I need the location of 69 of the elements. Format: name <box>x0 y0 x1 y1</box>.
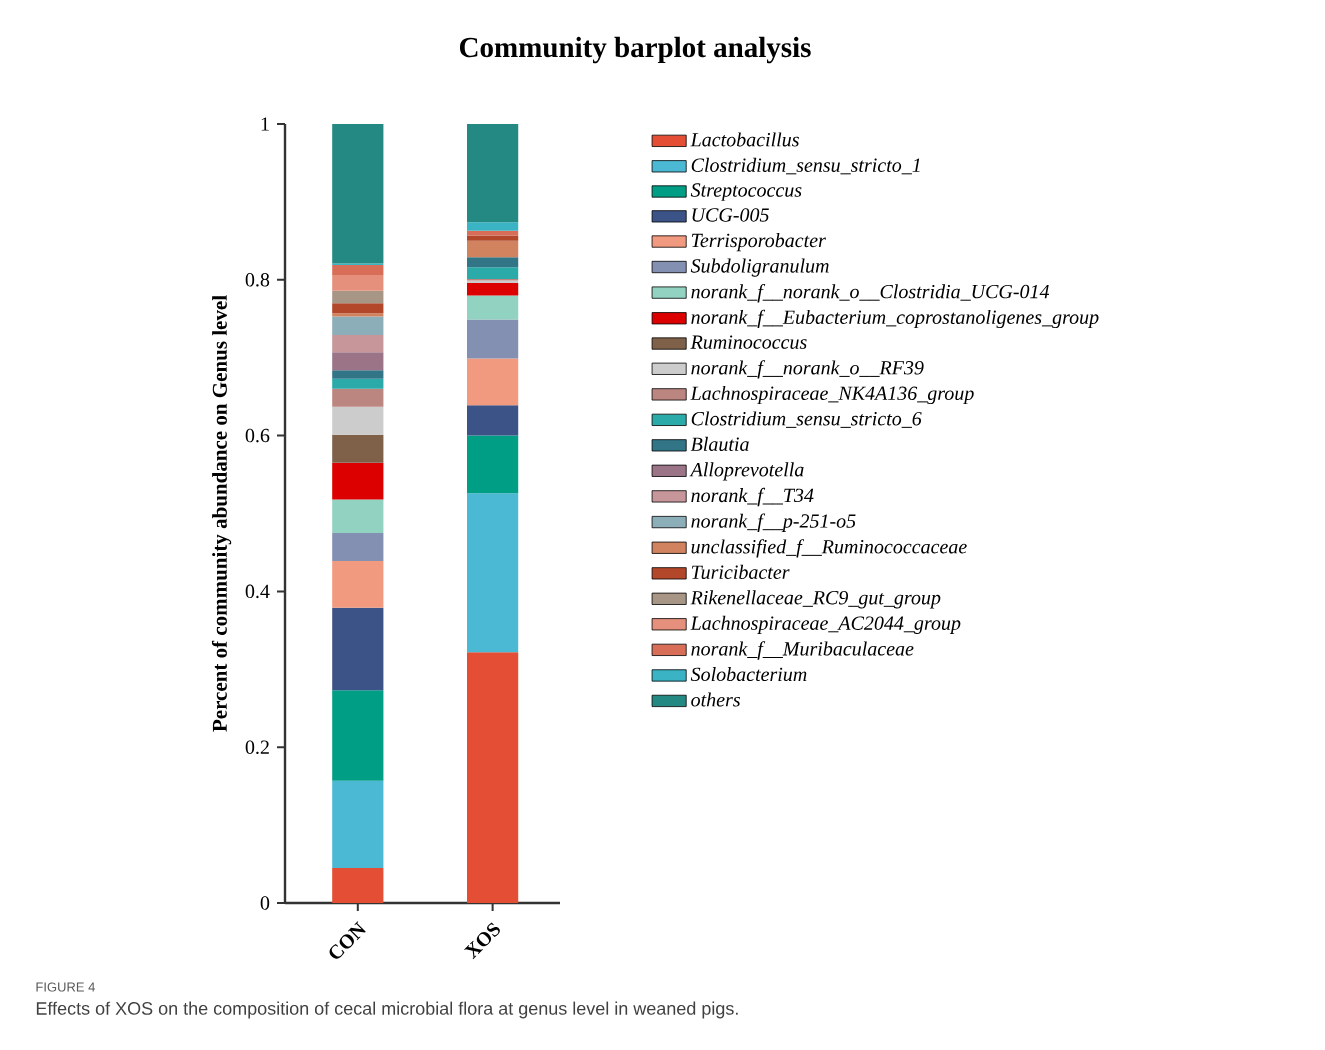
bar <box>332 123 384 264</box>
bar <box>467 222 519 231</box>
legend-label: unclassified_f__Ruminococcaceae <box>691 539 967 558</box>
legend-label: Lachnospiraceae_NK4A136_group <box>690 385 974 405</box>
caption: FIGURE 4 <box>36 982 95 992</box>
bar <box>332 370 384 379</box>
bar <box>332 532 384 562</box>
bar <box>467 405 519 436</box>
bar <box>467 319 519 359</box>
bar <box>467 295 519 320</box>
bar <box>332 290 384 304</box>
bar <box>467 235 519 241</box>
y-tick-label: 0.8 <box>245 273 270 287</box>
bar <box>467 257 519 268</box>
legend-label: others <box>691 692 741 707</box>
bar <box>467 282 519 296</box>
legend-label: Clostridium_sensu_stricto_6 <box>691 411 922 428</box>
bar <box>467 240 519 258</box>
bar <box>467 267 519 280</box>
y-tick-label: 1 <box>261 117 269 131</box>
bar <box>332 499 384 533</box>
text: Community barplot analysis <box>459 36 811 64</box>
legend-label: Clostridium_sensu_stricto_1 <box>691 157 920 175</box>
bar <box>332 313 384 317</box>
bar <box>332 265 384 276</box>
bar <box>332 690 384 781</box>
y-tick-label: 0.4 <box>245 584 270 599</box>
bar <box>332 352 384 371</box>
y-tick-label: 0 <box>260 896 270 910</box>
bar <box>332 316 384 336</box>
bar <box>332 378 384 389</box>
legend-label: Ruminococcus <box>690 335 807 349</box>
bar <box>332 462 384 500</box>
legend-label: norank_f__Eubacterium_coprostanoligenes_group <box>691 309 1099 329</box>
legend-label: Blautia <box>690 436 749 451</box>
y-axis-title: Percent of community abundance on Genus level <box>211 295 232 732</box>
bar <box>332 406 384 435</box>
bar <box>332 335 384 353</box>
legend-label: Terrisporobacter <box>691 233 826 252</box>
bar <box>332 607 384 691</box>
legend-label: Streptococcus <box>690 183 802 201</box>
bar <box>332 303 384 314</box>
bar <box>467 493 519 653</box>
bar <box>332 561 384 608</box>
legend-label: norank_f__Muribaculaceae <box>691 641 914 660</box>
bar <box>467 652 519 903</box>
bar <box>467 123 519 223</box>
bar <box>332 275 384 291</box>
legend-label: Lactobacillus <box>690 132 799 147</box>
bar <box>467 435 519 494</box>
legend-label: norank_f__p-251-o5 <box>691 513 856 532</box>
legend-label: Lachnospiraceae_AC2044_group <box>690 615 961 634</box>
y-tick-label: 0.2 <box>245 740 269 754</box>
legend-label: norank_f__norank_o__RF39 <box>691 360 924 379</box>
legend-label: Alloprevotella <box>689 462 804 481</box>
y-tick-label: 0.6 <box>245 428 270 443</box>
text: Effects of XOS on the composition of cecal microbial flora at genus level in weaned pigs. <box>36 1001 738 1019</box>
bar <box>332 388 384 407</box>
bar <box>332 434 384 463</box>
legend-label: UCG-005 <box>692 208 769 222</box>
legend-label: norank_f__norank_o__Clostridia_UCG-014 <box>691 284 1050 303</box>
legend-label: Solobacterium <box>690 666 807 682</box>
legend-label: Subdoligranulum <box>690 258 829 277</box>
legend-label: norank_f__T34 <box>691 487 814 507</box>
bar <box>332 867 384 903</box>
legend-label: Rikenellaceae_RC9_gut_group <box>690 590 941 609</box>
legend-label: Turicibacter <box>691 564 790 579</box>
bar <box>332 780 384 868</box>
bar <box>467 358 519 406</box>
